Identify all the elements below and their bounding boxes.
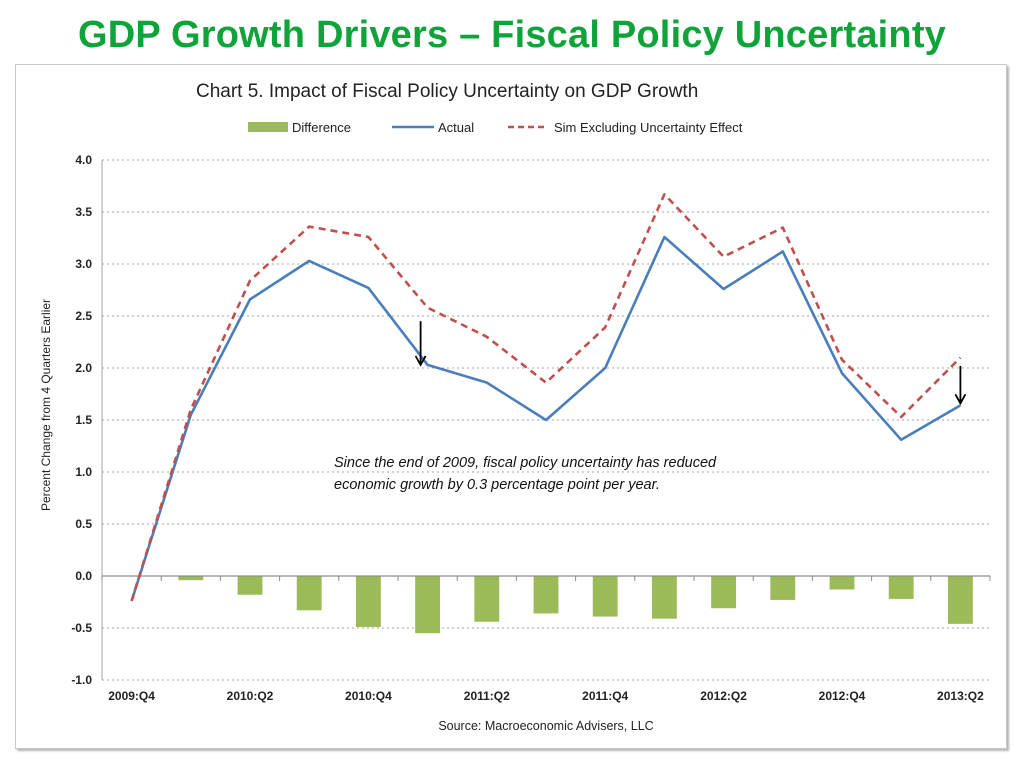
y-tick-label: 3.5 — [75, 205, 92, 219]
x-axis-ticks: 2009:Q4 2010:Q2 2010:Q4 2011:Q2 2011:Q4 2012:… — [108, 689, 984, 703]
arrow-head — [414, 355, 427, 367]
chart-frame: Chart 5. Impact of Fiscal Policy Uncerta… — [15, 64, 1007, 749]
actual-line — [130, 235, 962, 602]
legend-label-actual: Actual — [438, 120, 474, 135]
x-tick-label: 2010:Q4 — [345, 689, 392, 703]
annotation-arrows — [414, 321, 967, 406]
y-tick-label: 2.0 — [75, 361, 92, 375]
y-tick-label: 1.5 — [75, 413, 92, 427]
x-tick-label: 2011:Q4 — [582, 689, 628, 703]
difference-bar — [711, 576, 737, 609]
slide-title: GDP Growth Drivers – Fiscal Policy Uncer… — [77, 14, 947, 56]
difference-bar — [355, 576, 381, 627]
chart-source: Source: Macroeconomic Advisers, LLC — [438, 719, 653, 733]
gdp-chart: Chart 5. Impact of Fiscal Policy Uncerta… — [39, 81, 991, 733]
annotation-line-2: economic growth by 0.3 percentage point … — [334, 477, 660, 493]
chart-title: Chart 5. Impact of Fiscal Policy Uncerta… — [196, 81, 698, 102]
difference-bar — [237, 576, 263, 595]
annotation-line-1: Since the end of 2009, fiscal policy unc… — [334, 455, 717, 471]
y-axis-ticks: 4.0 3.5 3.0 2.5 2.0 1.5 1.0 0.5 0.0 -0.5 -1.0 — [71, 153, 92, 687]
legend-swatch-difference — [248, 122, 288, 132]
y-tick-label: 1.0 — [75, 465, 92, 479]
y-tick-label: 3.0 — [75, 257, 92, 271]
chart-legend: Difference Actual Sim Excluding Uncertai… — [248, 120, 743, 135]
sim-excluding-uncertainty-line — [130, 193, 962, 602]
y-tick-label: 0.0 — [75, 569, 92, 583]
difference-bar — [415, 576, 441, 634]
x-tick-label: 2010:Q2 — [227, 689, 274, 703]
difference-bar — [533, 576, 559, 614]
difference-bar — [651, 576, 677, 619]
difference-bar — [178, 576, 204, 581]
x-tick-label: 2011:Q2 — [464, 689, 510, 703]
arrow-head — [954, 393, 967, 406]
difference-bar — [592, 576, 618, 617]
difference-bar — [947, 576, 973, 624]
legend-label-difference: Difference — [292, 120, 351, 135]
legend-label-sim: Sim Excluding Uncertainty Effect — [554, 120, 743, 135]
x-tick-label: 2013:Q2 — [937, 689, 984, 703]
y-tick-label: 4.0 — [75, 153, 92, 167]
series-lines — [130, 193, 962, 602]
difference-bar — [296, 576, 322, 611]
y-tick-label: 0.5 — [75, 517, 92, 531]
y-tick-label: -0.5 — [71, 621, 92, 635]
x-tick-label: 2012:Q4 — [819, 689, 866, 703]
x-axis — [101, 575, 991, 581]
difference-bar — [770, 576, 796, 600]
y-tick-label: -1.0 — [71, 673, 92, 687]
difference-bar — [829, 576, 855, 590]
y-axis-label: Percent Change from 4 Quarters Earlier — [39, 299, 53, 511]
difference-bars — [178, 576, 973, 634]
grid-lines — [101, 159, 990, 681]
difference-bar — [888, 576, 914, 599]
x-tick-label: 2012:Q2 — [700, 689, 747, 703]
difference-bar — [474, 576, 500, 622]
y-tick-label: 2.5 — [75, 309, 92, 323]
x-tick-label: 2009:Q4 — [108, 689, 155, 703]
